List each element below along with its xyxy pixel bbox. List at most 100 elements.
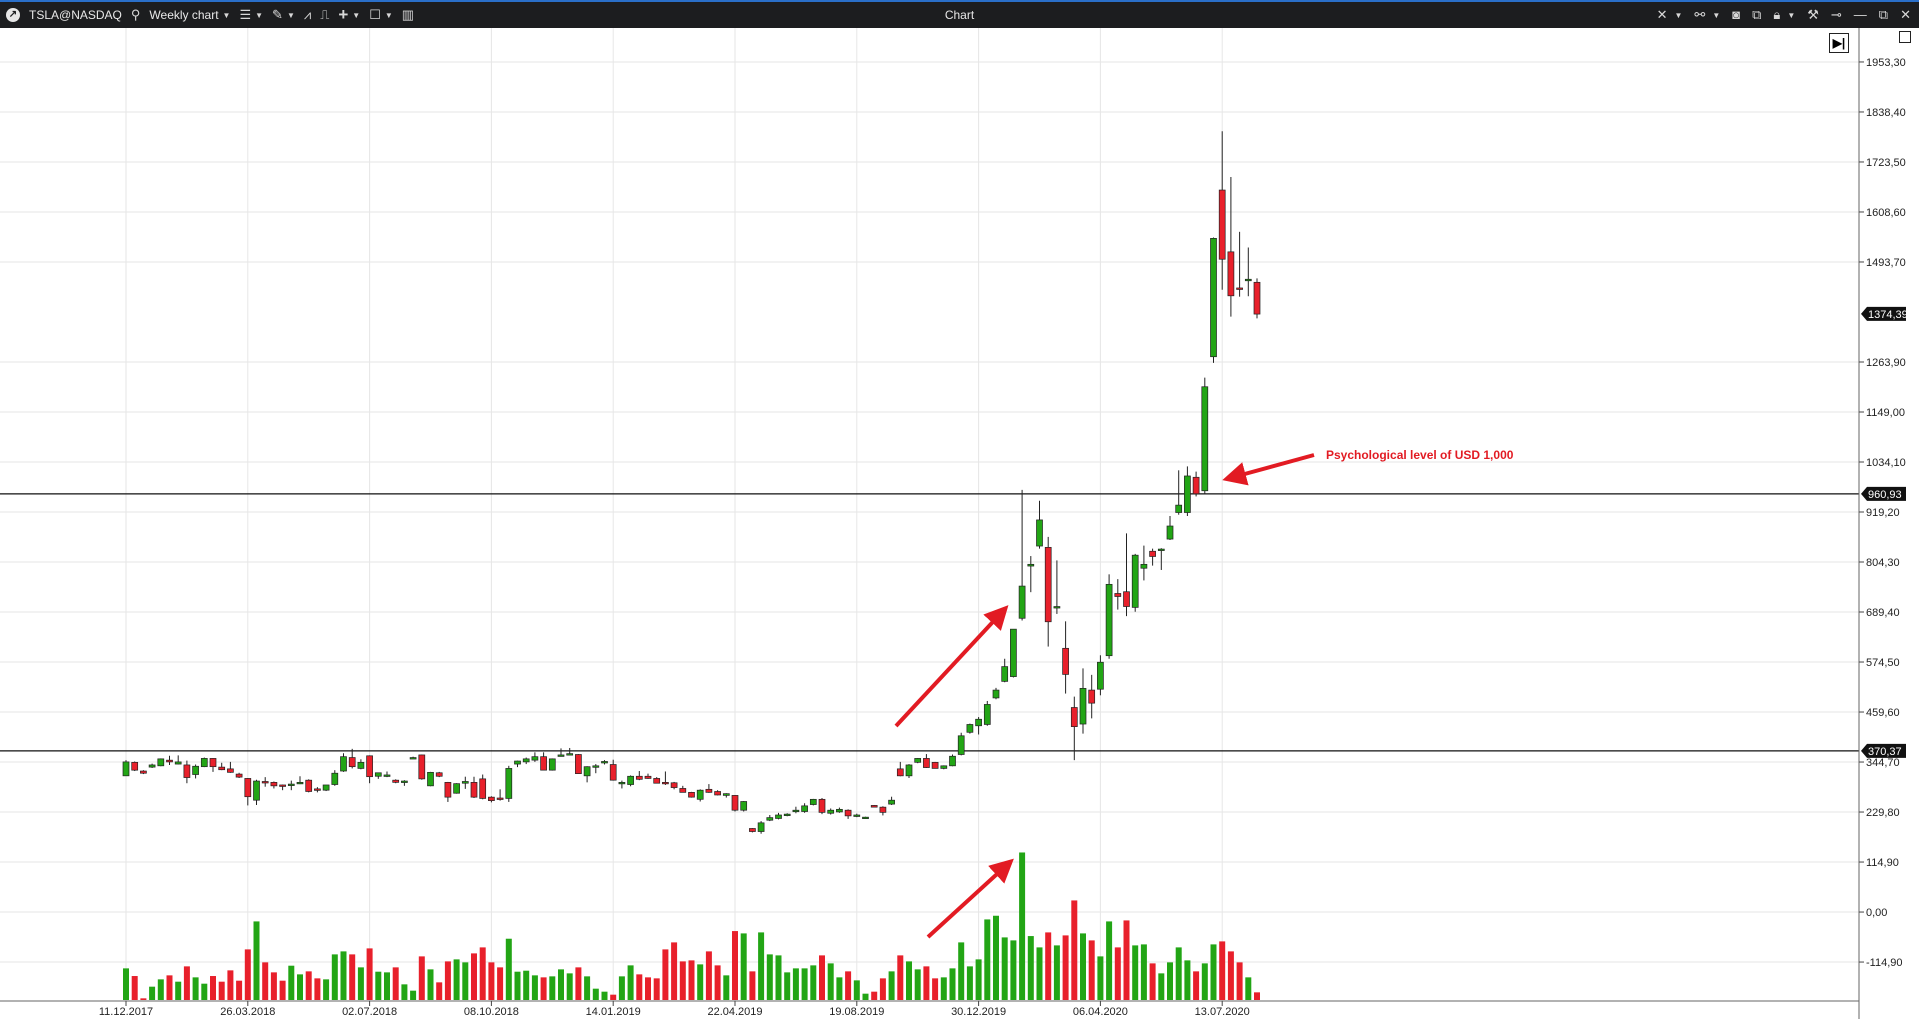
candle — [1166, 516, 1174, 540]
chevron-down-icon[interactable]: ▼ — [384, 10, 393, 20]
volume-bar — [1001, 937, 1008, 1000]
panels-icon[interactable]: ▥ — [401, 7, 415, 22]
pin-icon[interactable]: ⊸ — [1830, 7, 1842, 22]
candle-body — [174, 761, 182, 765]
candle-body — [122, 761, 130, 777]
volume-bar — [201, 983, 208, 1000]
volume-bar — [523, 970, 530, 1000]
candle-body — [940, 765, 948, 769]
candle-body — [1218, 189, 1226, 260]
chevron-down-icon[interactable]: ▼ — [1674, 10, 1683, 20]
timeframe-dropdown[interactable]: Weekly chart — [149, 8, 219, 22]
price-tick-label: 1953,30 — [1866, 57, 1906, 69]
price-axis[interactable]: 1953,30 1838,40 1723,50 1608,60 1493,70 1263,… — [1859, 57, 1908, 969]
screenshot-icon[interactable]: ◙ — [1732, 7, 1741, 22]
volume-bar — [1036, 947, 1043, 1000]
price-tick-label: 1608,60 — [1866, 207, 1906, 219]
volume-bar — [270, 972, 277, 1000]
candle-body — [1140, 563, 1148, 569]
chevron-down-icon[interactable]: ▼ — [352, 10, 361, 20]
volume-bar — [192, 977, 199, 1000]
candle — [775, 812, 782, 820]
volume-bar — [1053, 945, 1060, 1000]
date-tick-label: 08.10.2018 — [464, 1006, 519, 1018]
templates-icon[interactable]: ⎍ — [320, 7, 330, 22]
symbol-label[interactable]: TSLA@NASDAQ — [29, 8, 122, 22]
volume-bar — [1088, 940, 1095, 1000]
candle-body — [244, 778, 252, 798]
candle — [1097, 655, 1104, 696]
candle-body — [1105, 583, 1113, 657]
volume-bar — [740, 933, 747, 1000]
candle-body — [1114, 593, 1122, 597]
axis-settings-icon[interactable] — [1899, 31, 1911, 43]
candle-body — [453, 783, 460, 794]
layout-icon[interactable]: ☐ — [369, 7, 381, 22]
candle-body — [853, 814, 861, 817]
candle-body — [1079, 687, 1087, 725]
candle-body — [1053, 606, 1061, 609]
volume-bar — [1106, 921, 1113, 1000]
chevron-down-icon[interactable]: ▼ — [1787, 10, 1796, 20]
price-tag-background — [1861, 306, 1906, 321]
lock-icon[interactable]: 🔒︎ — [1773, 7, 1781, 22]
volume-bar — [357, 967, 364, 1000]
horizontal-levels[interactable] — [0, 493, 1859, 752]
chevron-down-icon[interactable]: ▼ — [1712, 10, 1721, 20]
cursor-icon[interactable]: ✕ — [1656, 7, 1668, 22]
chevron-down-icon[interactable]: ▼ — [222, 10, 231, 20]
draw-pencil-icon[interactable]: ✎ — [272, 7, 283, 22]
volume-bar — [705, 951, 712, 1000]
volume-bar — [1062, 935, 1069, 1000]
candle — [470, 776, 478, 799]
volume-bar — [331, 954, 338, 1000]
candle — [879, 806, 887, 816]
candle — [809, 798, 817, 806]
volume-bars — [123, 852, 1260, 1000]
restore-icon[interactable]: ⧉ — [1878, 7, 1889, 22]
volume-bar — [505, 938, 512, 1000]
chevron-down-icon[interactable]: ▼ — [255, 10, 264, 20]
clone-window-icon[interactable]: ⧉ — [1752, 7, 1762, 22]
candle-body — [148, 764, 156, 768]
volume-bar — [218, 981, 225, 1000]
candle-body — [1175, 504, 1183, 513]
price-tag-label: 960,93 — [1868, 489, 1902, 501]
candle-body — [287, 783, 295, 786]
volume-bar — [1123, 920, 1130, 1000]
link-icon[interactable]: ⚯ — [1694, 7, 1706, 22]
candle — [601, 760, 608, 765]
candle — [923, 754, 930, 768]
scroll-to-end-button[interactable]: ▶| — [1829, 33, 1849, 53]
candle-body — [192, 765, 199, 775]
arrow-psychological-level — [1222, 453, 1315, 486]
candle-body — [627, 775, 634, 785]
candle — [461, 776, 469, 789]
volume-bar — [1175, 947, 1182, 1000]
candle-body — [1149, 550, 1156, 557]
close-icon[interactable]: ✕ — [1900, 7, 1911, 22]
volume-bar — [688, 960, 695, 1000]
candle-body — [427, 771, 434, 787]
candle-body — [253, 780, 260, 801]
app-logo-icon[interactable]: ↗ — [6, 8, 20, 22]
volume-bar — [662, 949, 669, 1000]
chart-type-icon[interactable]: ☰ — [239, 7, 252, 22]
volume-bar — [253, 921, 260, 1000]
candle — [818, 798, 826, 815]
search-icon[interactable]: ⚲ — [130, 7, 141, 22]
crosshair-plus-icon[interactable]: + — [338, 5, 349, 24]
volume-bar — [819, 955, 825, 1000]
price-chart[interactable]: 1953,30 1838,40 1723,50 1608,60 1493,70 1263,… — [0, 28, 1919, 1019]
candle-body — [714, 791, 721, 796]
candle-body — [401, 780, 408, 783]
settings-tools-icon[interactable]: ⚒ — [1807, 7, 1819, 22]
candle-body — [1036, 519, 1043, 547]
candle-body — [862, 816, 869, 820]
candle — [731, 794, 739, 812]
volume-bar — [993, 915, 999, 1000]
chevron-down-icon[interactable]: ▼ — [286, 10, 295, 20]
date-axis[interactable]: 11.12.2017 26.03.2018 02.07.2018 08.10.2018… — [99, 1001, 1250, 1018]
indicators-icon[interactable]: ⩘ — [303, 7, 312, 22]
minimize-icon[interactable]: — — [1853, 7, 1867, 22]
